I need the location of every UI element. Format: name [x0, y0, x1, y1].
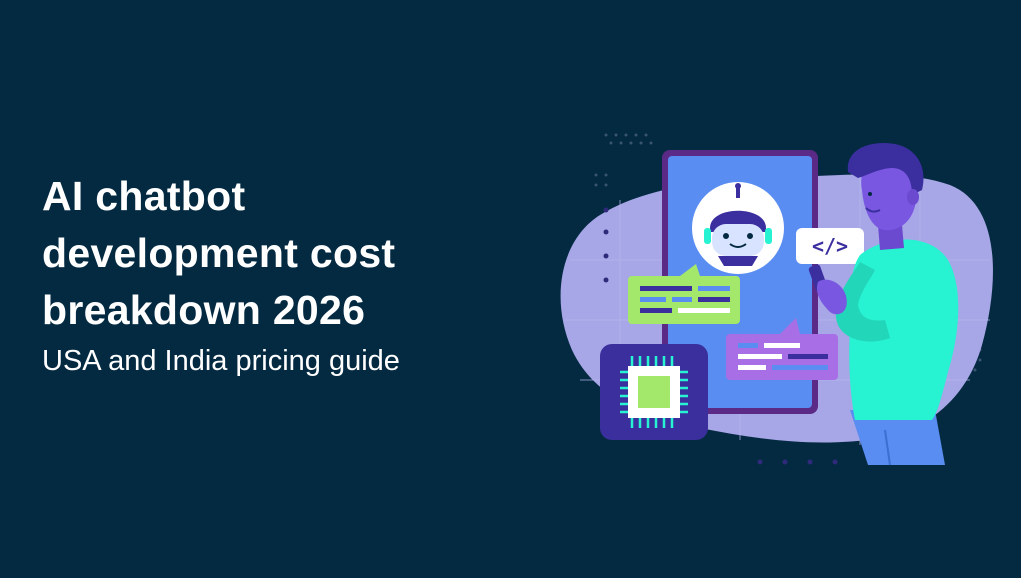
- subtitle: USA and India pricing guide: [42, 345, 400, 377]
- person-icon: [808, 143, 959, 466]
- robot-icon: [692, 182, 784, 274]
- chip-icon: [600, 344, 708, 440]
- title-line-3: breakdown 2026: [42, 287, 366, 333]
- title-line-2: development cost: [42, 230, 396, 276]
- chat-bubble-icon: [726, 318, 838, 380]
- hero-text: AI chatbot development cost breakdown 20…: [42, 168, 512, 381]
- code-icon: </>: [796, 228, 864, 264]
- chat-bubble-icon: [628, 264, 740, 324]
- code-tag-text: </>: [812, 234, 848, 258]
- title-line-1: AI chatbot: [42, 173, 246, 219]
